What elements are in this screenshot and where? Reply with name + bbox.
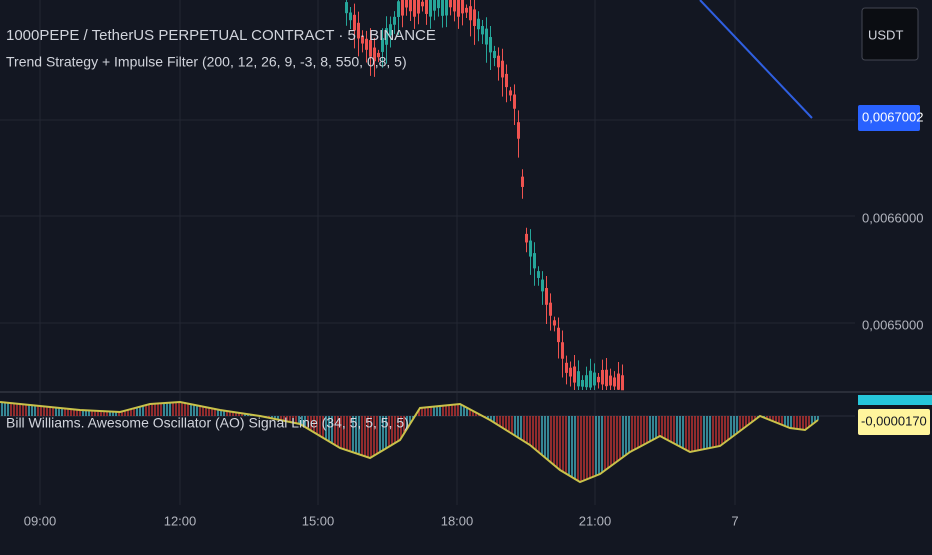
candle-body xyxy=(437,0,440,9)
candle-body xyxy=(481,26,484,35)
candle-body xyxy=(501,60,504,78)
candle-body xyxy=(597,376,600,383)
candle-body xyxy=(369,40,372,57)
candle-body xyxy=(429,0,432,17)
candle-body xyxy=(477,18,480,30)
candle-body xyxy=(457,0,460,17)
candle-body xyxy=(433,0,436,11)
candle-body xyxy=(601,369,604,385)
candle-body xyxy=(577,371,580,387)
candles xyxy=(345,0,624,391)
candle-body xyxy=(425,0,428,14)
candle-body xyxy=(513,94,516,109)
oscillator-label: Bill Williams. Awesome Oscillator (AO) S… xyxy=(6,415,409,431)
candle-body xyxy=(365,38,368,50)
candle-body xyxy=(581,380,584,387)
candle-body xyxy=(617,373,620,390)
candle-body xyxy=(397,1,400,17)
currency-box[interactable] xyxy=(861,7,919,61)
candle-body xyxy=(585,375,588,388)
candle-body xyxy=(393,16,396,25)
candle-body xyxy=(605,369,608,387)
time-label: 7 xyxy=(731,513,738,528)
price-label: 0,0065000 xyxy=(862,317,923,332)
candle-body xyxy=(609,375,612,386)
symbol-line: 1000PEPE / TetherUS PERPETUAL CONTRACT ·… xyxy=(6,27,436,44)
grid xyxy=(0,0,855,505)
candle-body xyxy=(441,0,444,16)
candle-body xyxy=(545,288,548,305)
candle-body xyxy=(413,0,416,17)
cyan-marker xyxy=(858,395,932,405)
candle-body xyxy=(517,122,520,139)
candle-body xyxy=(405,0,408,8)
candle-body xyxy=(465,7,468,13)
candle-body xyxy=(421,1,424,7)
trend-line xyxy=(699,0,813,119)
candle-body xyxy=(461,0,464,14)
time-label: 15:00 xyxy=(302,513,335,528)
candle-body xyxy=(529,240,532,257)
time-label: 12:00 xyxy=(164,513,197,528)
candle-body xyxy=(565,362,568,373)
price-label: 0,0066000 xyxy=(862,210,923,225)
candle-body xyxy=(473,9,476,26)
candle-body xyxy=(509,90,512,96)
oscillator-value: -0,0000170 xyxy=(861,413,927,428)
candle-body xyxy=(381,38,384,52)
candle-body xyxy=(541,279,544,292)
candle-body xyxy=(533,253,536,269)
candle-body xyxy=(453,0,456,12)
indicator-line: Trend Strategy + Impulse Filter (200, 12… xyxy=(6,54,407,70)
last-price-box xyxy=(858,105,920,131)
candle-body xyxy=(521,176,524,187)
candle-body xyxy=(445,0,448,16)
candle-body xyxy=(497,55,500,68)
oscillator-value-box xyxy=(858,409,930,435)
candle-body xyxy=(593,372,596,386)
candle-body xyxy=(569,367,572,377)
signal-line xyxy=(0,400,819,484)
candle-body xyxy=(373,47,376,62)
candle-body xyxy=(557,327,560,343)
time-label: 21:00 xyxy=(579,513,612,528)
candle-body xyxy=(401,0,404,16)
candle-body xyxy=(469,6,472,21)
candle-body xyxy=(349,12,352,21)
candle-body xyxy=(573,366,576,383)
candle-body xyxy=(561,342,564,359)
candle-body xyxy=(505,73,508,88)
candle-body xyxy=(377,52,380,58)
candle-body xyxy=(525,233,528,243)
candle-body xyxy=(537,271,540,278)
candle-body xyxy=(389,24,392,36)
candle-body xyxy=(357,22,360,39)
candle-body xyxy=(361,35,364,44)
candle-body xyxy=(493,50,496,59)
candle-body xyxy=(385,28,388,45)
time-label: 18:00 xyxy=(441,513,474,528)
candle-body xyxy=(589,370,592,388)
time-label: 09:00 xyxy=(24,513,57,528)
candle-body xyxy=(549,302,552,316)
candle-body xyxy=(485,28,488,45)
candle-body xyxy=(417,0,420,14)
candle-body xyxy=(449,0,452,8)
candle-body xyxy=(409,0,412,12)
candle-body xyxy=(345,2,348,14)
candle-body xyxy=(489,37,492,53)
candle-body xyxy=(621,375,624,391)
candle-body xyxy=(613,377,616,387)
candle-body xyxy=(553,320,556,326)
last-price: 0,0067002 xyxy=(862,109,923,124)
candle-body xyxy=(353,14,356,31)
oscillator-histogram xyxy=(1,402,819,482)
currency[interactable]: USDT xyxy=(868,27,903,42)
